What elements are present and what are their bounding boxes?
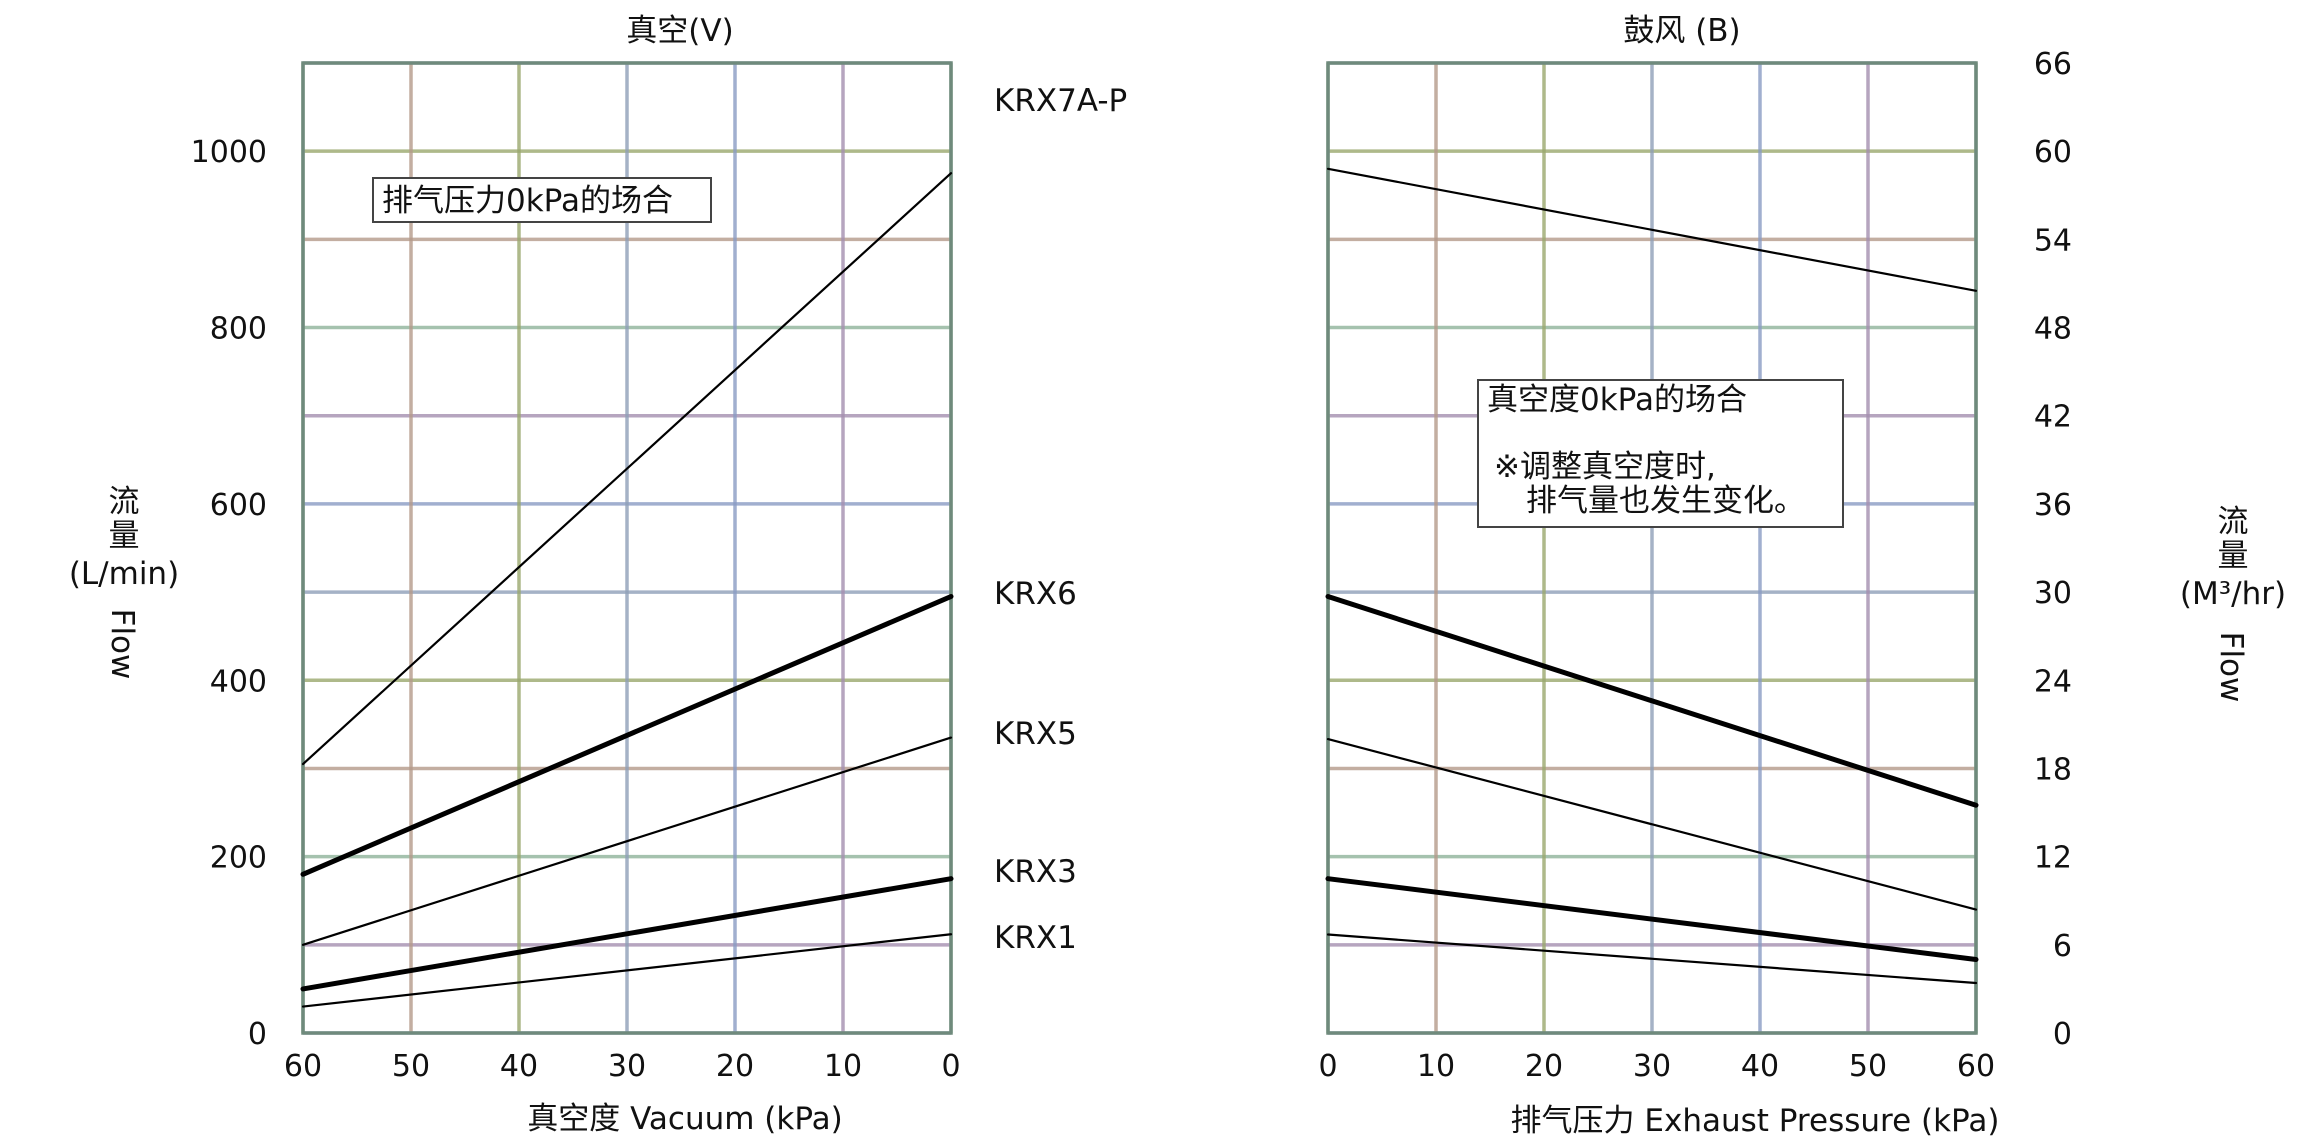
blower-series-krx7a-p bbox=[1326, 167, 1978, 292]
blower-y-tick-label: 42 bbox=[2034, 400, 2072, 435]
blower-ylabel-line-1: 流 bbox=[2218, 504, 2249, 540]
vacuum-ylabel-line-2: 量 bbox=[109, 518, 140, 554]
blower-series-krx1 bbox=[1326, 933, 1978, 985]
vacuum-chart-series bbox=[300, 172, 954, 1008]
vacuum-y-tick-label: 600 bbox=[210, 488, 267, 523]
vacuum-y-tick-labels: 0 200 400 600 800 1000 bbox=[191, 135, 267, 1052]
vacuum-x-tick-label: 0 bbox=[941, 1049, 960, 1084]
blower-chart: 0 10 20 30 40 50 60 0 6 12 18 24 30 36 42 48 54 60 66 鼓风 … bbox=[1318, 13, 2286, 1139]
blower-x-tick-label: 0 bbox=[1318, 1049, 1337, 1084]
vacuum-y-tick-label: 400 bbox=[210, 664, 267, 699]
vacuum-x-tick-label: 50 bbox=[392, 1049, 430, 1084]
blower-ylabel-line-2: 量 bbox=[2218, 538, 2249, 574]
vacuum-note-text: 排气压力0kPa的场合 bbox=[382, 183, 673, 219]
vacuum-x-axis-label: 真空度 Vacuum (kPa) bbox=[527, 1101, 842, 1137]
vacuum-series-krx1 bbox=[301, 933, 953, 1008]
vacuum-y-axis-label: 流 量 (L/min) Flow bbox=[69, 484, 179, 679]
blower-y-tick-label: 0 bbox=[2053, 1017, 2072, 1052]
blower-y-tick-label: 30 bbox=[2034, 576, 2072, 611]
vacuum-note-box bbox=[372, 177, 712, 223]
model-label-krx7a-p: KRX7A-P bbox=[994, 83, 1127, 119]
vacuum-series-krx7a-p bbox=[301, 172, 953, 766]
vacuum-series-krx3 bbox=[300, 876, 954, 992]
blower-y-tick-label: 6 bbox=[2053, 929, 2072, 964]
blower-y-tick-label: 48 bbox=[2034, 312, 2072, 347]
vacuum-y-tick-label: 200 bbox=[210, 841, 267, 876]
vacuum-y-tick-label: 800 bbox=[210, 312, 267, 347]
blower-x-tick-labels: 0 10 20 30 40 50 60 bbox=[1318, 1049, 1995, 1084]
blower-y-tick-label: 36 bbox=[2034, 488, 2072, 523]
vacuum-y-tick-label: 1000 bbox=[191, 135, 267, 170]
vacuum-note: 排气压力0kPa的场合 bbox=[372, 177, 712, 223]
model-labels: KRX7A-P KRX6 KRX5 KRX3 KRX1 bbox=[994, 83, 1127, 956]
blower-chart-series bbox=[1325, 167, 1979, 985]
blower-ylabel-line-3: (M³/hr) bbox=[2180, 576, 2286, 612]
blower-chart-frame bbox=[1326, 61, 1978, 1035]
vacuum-ylabel-line-4: Flow bbox=[104, 609, 140, 680]
blower-note-box bbox=[1477, 379, 1844, 528]
blower-y-tick-label: 24 bbox=[2034, 664, 2072, 699]
blower-ylabel-line-4: Flow bbox=[2213, 632, 2249, 703]
blower-note: 真空度0kPa的场合 ※调整真空度时, 排气量也发生变化。 bbox=[1477, 379, 1844, 528]
blower-x-tick-label: 60 bbox=[1957, 1049, 1995, 1084]
blower-x-tick-label: 30 bbox=[1633, 1049, 1671, 1084]
model-label-krx1: KRX1 bbox=[994, 920, 1077, 956]
blower-x-tick-label: 50 bbox=[1849, 1049, 1887, 1084]
blower-x-tick-label: 20 bbox=[1525, 1049, 1563, 1084]
blower-note-line-2: ※调整真空度时, bbox=[1494, 449, 1716, 485]
blower-y-tick-label: 66 bbox=[2034, 47, 2072, 82]
blower-chart-title: 鼓风 (B) bbox=[1623, 13, 1740, 49]
vacuum-chart-frame bbox=[301, 61, 953, 1035]
blower-series-krx3 bbox=[1325, 876, 1979, 963]
model-label-krx3: KRX3 bbox=[994, 854, 1077, 890]
vacuum-x-tick-labels: 60 50 40 30 20 10 0 bbox=[284, 1049, 961, 1084]
vacuum-chart: 60 50 40 30 20 10 0 0 200 400 600 800 1000 真空(V) 真空… bbox=[69, 13, 961, 1137]
blower-series-krx6 bbox=[1325, 594, 1979, 808]
blower-series-krx5 bbox=[1326, 737, 1978, 911]
vacuum-chart-title: 真空(V) bbox=[626, 13, 733, 49]
blower-y-tick-label: 60 bbox=[2034, 135, 2072, 170]
blower-y-tick-label: 18 bbox=[2034, 752, 2072, 787]
blower-y-tick-label: 54 bbox=[2034, 223, 2072, 258]
blower-x-tick-label: 10 bbox=[1417, 1049, 1455, 1084]
blower-x-tick-label: 40 bbox=[1741, 1049, 1779, 1084]
blower-y-axis-label: 流 量 (M³/hr) Flow bbox=[2180, 504, 2286, 702]
vacuum-series-krx6 bbox=[300, 594, 954, 877]
blower-y-tick-label: 12 bbox=[2034, 841, 2072, 876]
vacuum-x-tick-label: 10 bbox=[824, 1049, 862, 1084]
model-label-krx5: KRX5 bbox=[994, 716, 1077, 752]
model-label-krx6: KRX6 bbox=[994, 576, 1077, 612]
vacuum-ylabel-line-3: (L/min) bbox=[69, 556, 179, 592]
vacuum-x-tick-label: 40 bbox=[500, 1049, 538, 1084]
vacuum-x-tick-label: 30 bbox=[608, 1049, 646, 1084]
blower-note-line-3: 排气量也发生变化。 bbox=[1526, 483, 1805, 519]
blower-note-line-1: 真空度0kPa的场合 bbox=[1487, 382, 1747, 418]
vacuum-ylabel-line-1: 流 bbox=[109, 484, 140, 520]
vacuum-y-tick-label: 0 bbox=[248, 1017, 267, 1052]
blower-chart-grid bbox=[1326, 61, 1978, 1035]
vacuum-x-tick-label: 60 bbox=[284, 1049, 322, 1084]
blower-x-axis-label: 排气压力 Exhaust Pressure (kPa) bbox=[1511, 1103, 2000, 1139]
vacuum-x-tick-label: 20 bbox=[716, 1049, 754, 1084]
vacuum-series-krx5 bbox=[301, 736, 953, 946]
blower-y-tick-labels: 0 6 12 18 24 30 36 42 48 54 60 66 bbox=[2034, 47, 2072, 1052]
